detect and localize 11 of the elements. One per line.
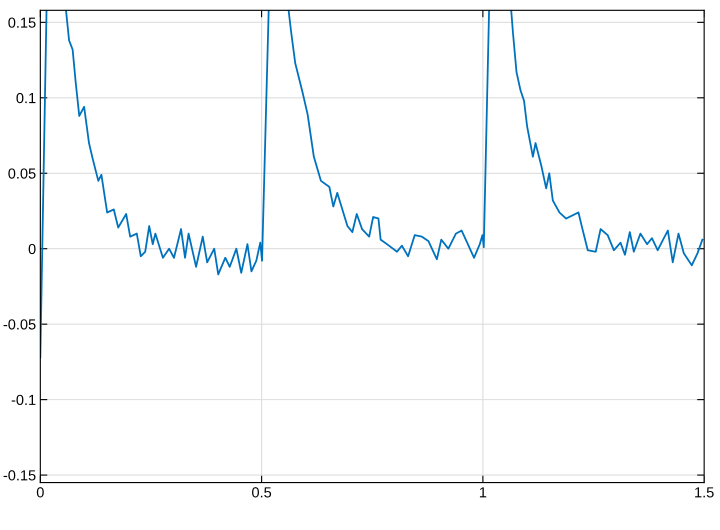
y-tick-label: 0 — [28, 244, 36, 254]
y-tick-label: -0.05 — [4, 319, 36, 330]
y-tick-label: -0.1 — [12, 394, 36, 406]
x-tick-label: 0 — [36, 487, 44, 498]
y-tick-label: 0.1 — [16, 92, 36, 104]
x-tick-label: 1 — [480, 487, 486, 498]
y-tick-label: 0.05 — [8, 168, 36, 179]
y-tick-label: 0.15 — [8, 17, 36, 28]
y-tick-label: -0.15 — [4, 470, 36, 480]
x-tick-label: 0.5 — [252, 487, 272, 498]
x-tick-label: 1.5 — [695, 487, 714, 498]
